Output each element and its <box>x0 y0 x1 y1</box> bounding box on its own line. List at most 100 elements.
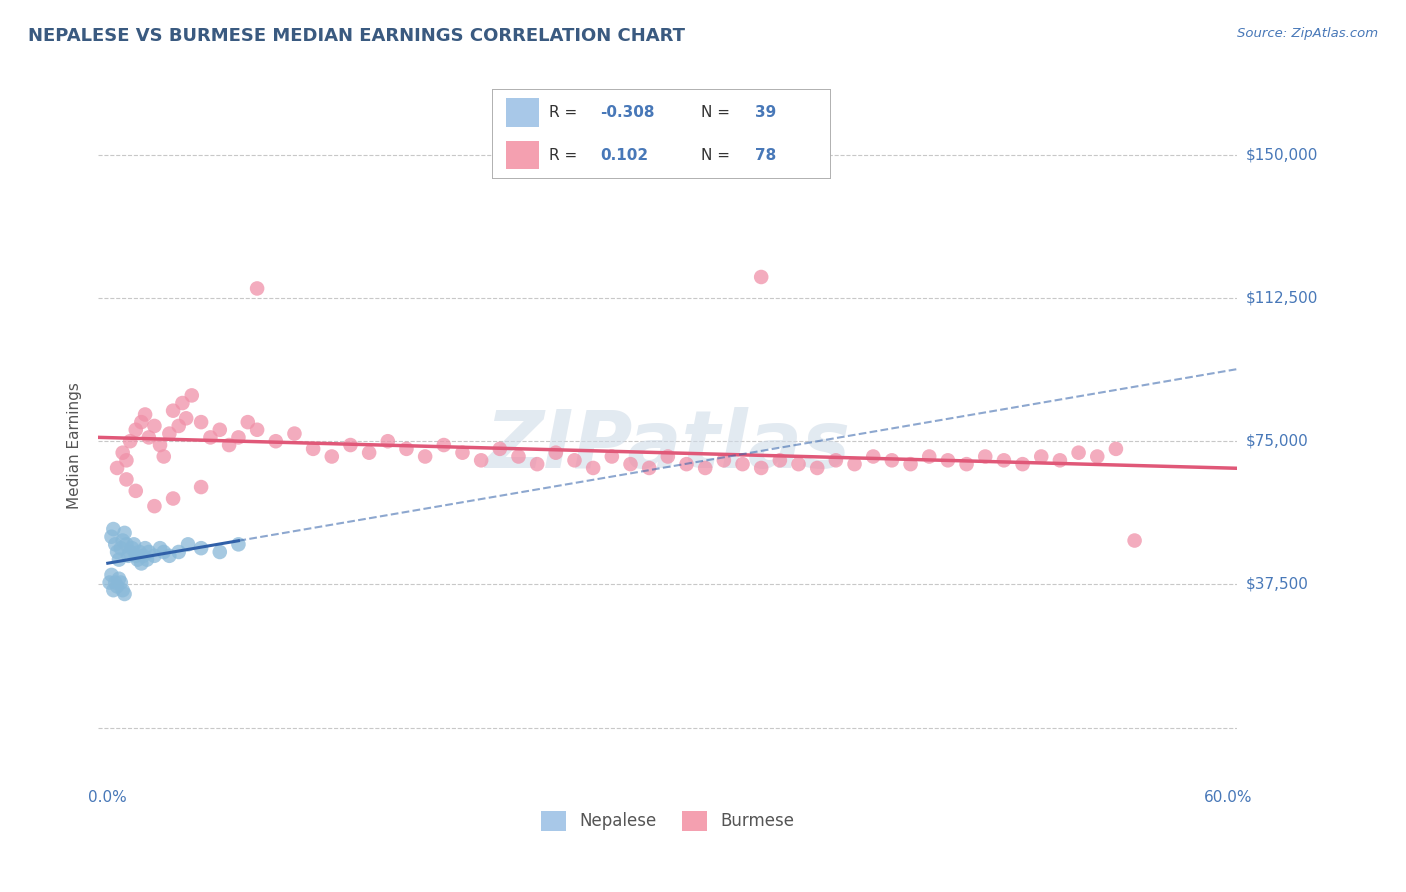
Point <box>918 450 941 464</box>
Text: R =: R = <box>550 105 578 120</box>
Bar <box>506 141 540 169</box>
Point <box>98 575 121 590</box>
Point <box>108 552 131 566</box>
Point <box>302 442 325 456</box>
Point <box>103 583 125 598</box>
Point <box>132 549 155 563</box>
Point <box>1031 450 1053 464</box>
Point <box>806 461 828 475</box>
Point <box>1067 445 1090 459</box>
Point <box>564 453 586 467</box>
Bar <box>506 98 540 127</box>
Point <box>638 461 661 475</box>
Point <box>675 457 697 471</box>
Text: $75,000: $75,000 <box>1246 434 1309 449</box>
Point <box>115 472 138 486</box>
Point <box>508 450 530 464</box>
Point <box>974 450 997 464</box>
Point <box>136 552 159 566</box>
Point <box>470 453 492 467</box>
Point <box>190 541 212 556</box>
Point <box>246 423 269 437</box>
Point <box>264 434 287 449</box>
Point <box>110 541 132 556</box>
Point <box>125 483 148 498</box>
Point <box>180 388 202 402</box>
Point <box>111 445 134 459</box>
Text: $37,500: $37,500 <box>1246 577 1309 592</box>
Point <box>110 575 132 590</box>
Text: 39: 39 <box>755 105 776 120</box>
Point <box>143 419 166 434</box>
Point <box>488 442 510 456</box>
Point <box>177 537 200 551</box>
Point <box>120 545 142 559</box>
Point <box>174 411 197 425</box>
Point <box>749 461 772 475</box>
Point <box>544 445 567 459</box>
Point <box>105 461 128 475</box>
Point <box>131 415 153 429</box>
Point <box>125 423 148 437</box>
Point <box>862 450 884 464</box>
Point <box>1105 442 1128 456</box>
Point <box>731 457 754 471</box>
Point <box>955 457 977 471</box>
Point <box>167 545 190 559</box>
Point <box>936 453 959 467</box>
Point <box>111 533 134 548</box>
Legend: Nepalese, Burmese: Nepalese, Burmese <box>534 804 801 838</box>
Point <box>162 491 184 506</box>
Point <box>105 545 128 559</box>
Text: Source: ZipAtlas.com: Source: ZipAtlas.com <box>1237 27 1378 40</box>
Point <box>600 450 623 464</box>
Point <box>769 453 792 467</box>
Point <box>143 499 166 513</box>
Point <box>359 445 381 459</box>
Text: NEPALESE VS BURMESE MEDIAN EARNINGS CORRELATION CHART: NEPALESE VS BURMESE MEDIAN EARNINGS CORR… <box>28 27 685 45</box>
Point <box>1085 450 1108 464</box>
Point <box>228 537 250 551</box>
Point <box>131 557 153 571</box>
Point <box>228 430 250 444</box>
Text: N =: N = <box>702 105 730 120</box>
Point <box>208 423 231 437</box>
Point <box>246 281 269 295</box>
Point <box>713 453 735 467</box>
Point <box>236 415 259 429</box>
Point <box>114 587 136 601</box>
Point <box>208 545 231 559</box>
Point <box>167 419 190 434</box>
Point <box>134 541 156 556</box>
Text: $112,500: $112,500 <box>1246 291 1317 305</box>
Point <box>582 461 605 475</box>
Point <box>1123 533 1146 548</box>
Point <box>111 583 134 598</box>
Point <box>395 442 418 456</box>
Point <box>104 537 127 551</box>
Text: $150,000: $150,000 <box>1246 147 1317 162</box>
Point <box>377 434 399 449</box>
Point <box>172 396 194 410</box>
Point <box>134 408 156 422</box>
Point <box>526 457 548 471</box>
Point <box>117 549 139 563</box>
Point <box>283 426 305 441</box>
Point <box>128 545 150 559</box>
Point <box>103 522 125 536</box>
Point <box>100 530 122 544</box>
Point <box>190 415 212 429</box>
Point <box>451 445 474 459</box>
Text: -0.308: -0.308 <box>600 105 655 120</box>
Y-axis label: Median Earnings: Median Earnings <box>67 383 83 509</box>
Point <box>127 552 149 566</box>
Point <box>787 457 810 471</box>
Point <box>108 572 131 586</box>
Point <box>1011 457 1033 471</box>
Point <box>825 453 848 467</box>
Point <box>121 541 143 556</box>
Point <box>880 453 903 467</box>
Point <box>149 438 172 452</box>
Point <box>149 541 172 556</box>
Point <box>122 537 145 551</box>
